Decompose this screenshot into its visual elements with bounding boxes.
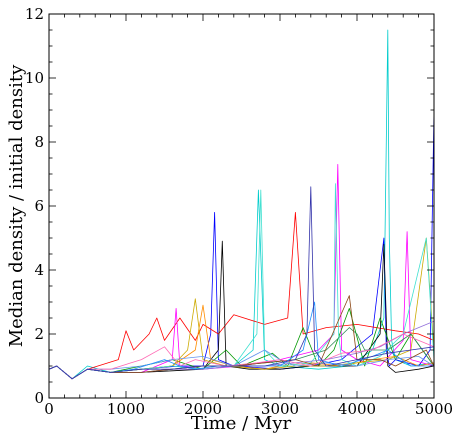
x-tick-label: 4000 [338,400,376,418]
x-axis-label: Time / Myr [191,413,292,434]
series-line-3 [48,211,435,380]
x-tick-label: 5000 [415,400,453,418]
y-tick-label: 8 [34,133,44,151]
series-line-4 [48,163,435,380]
y-axis-label: Median density / initial density [6,64,27,347]
y-tick-label: 0 [34,389,44,407]
y-tick-label: 12 [25,5,44,23]
x-tick-label: 1000 [107,400,145,418]
tick-labels: 0 1000 2000 3000 4000 5000 0 2 4 6 8 10 12 [25,5,453,418]
axis-ticks [48,13,435,399]
x-tick-label: 0 [44,400,54,418]
y-tick-label: 4 [34,261,44,279]
x-tick-label: 2000 [184,400,222,418]
series-line-1 [48,29,435,380]
data-lines [48,29,435,380]
series-line-10 [48,183,435,380]
series-line-16 [48,186,435,380]
y-tick-label: 10 [25,69,44,87]
y-tick-label: 6 [34,197,44,215]
x-tick-label: 3000 [261,400,299,418]
y-tick-label: 2 [34,325,44,343]
